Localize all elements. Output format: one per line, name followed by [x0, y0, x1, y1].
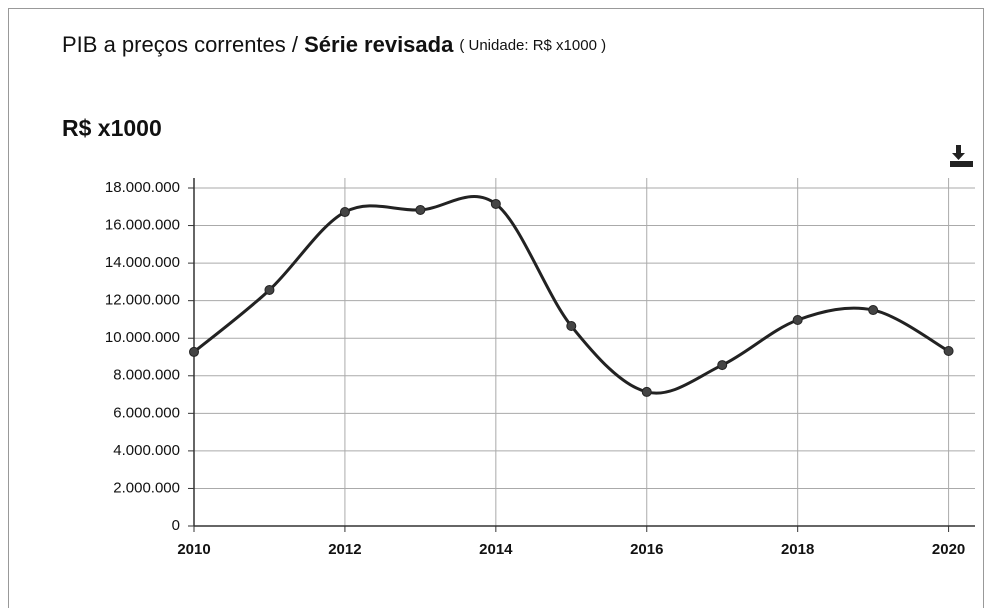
y-tick-label: 14.000.000 — [105, 254, 180, 271]
point — [792, 315, 803, 326]
y-tick-label: 0 — [172, 517, 180, 534]
point — [566, 321, 577, 332]
y-tick-label: 2.000.000 — [113, 479, 180, 496]
point — [641, 386, 652, 397]
x-tick-label: 2010 — [177, 541, 210, 558]
point — [264, 284, 275, 295]
title: PIB a preços correntes / — [62, 32, 304, 57]
title-bold: Série revisada — [304, 32, 454, 57]
x-tick-label: 2016 — [630, 541, 663, 558]
point — [490, 198, 501, 209]
y-tick-label: 18.000.000 — [105, 179, 180, 196]
panel — [8, 8, 984, 608]
title-unit: ( Unidade: R$ x1000 ) — [459, 37, 606, 54]
point — [339, 207, 350, 218]
point — [415, 204, 426, 215]
x-tick-label: 2014 — [479, 541, 513, 558]
y-tick-label: 4.000.000 — [113, 442, 180, 459]
point — [189, 346, 199, 357]
chart-title: PIB a preços correntes / Série revisada (… — [62, 32, 606, 57]
y-tick-label: 6.000.000 — [113, 404, 180, 421]
y-axis-label: R$ x1000 — [62, 115, 162, 141]
point — [717, 360, 728, 371]
y-tick-label: 12.000.000 — [105, 292, 180, 309]
y-tick-label: 8.000.000 — [113, 367, 180, 384]
y-tick-label: 16.000.000 — [105, 217, 180, 234]
point — [943, 345, 954, 356]
x-tick-label: 2018 — [781, 541, 814, 558]
download-icon[interactable] — [950, 145, 973, 167]
point — [868, 305, 879, 316]
x-tick-label: 2020 — [932, 541, 965, 558]
y-tick-label: 10.000.000 — [105, 329, 180, 346]
x-tick-label: 2012 — [328, 541, 361, 558]
line — [193, 194, 950, 395]
